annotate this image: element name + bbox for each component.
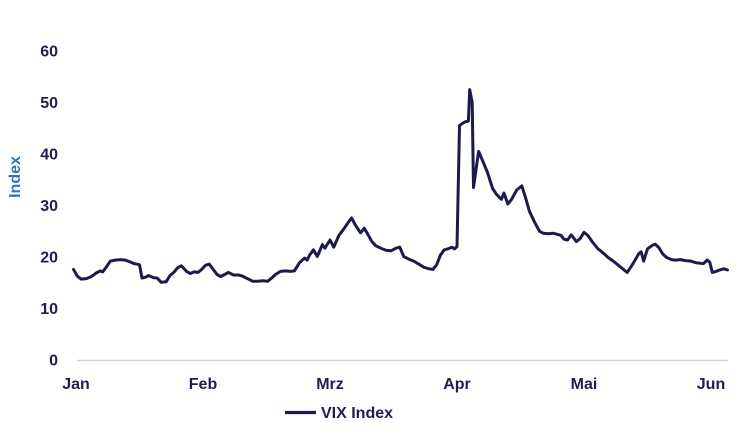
x-tick-label: Mrz <box>316 376 344 393</box>
y-tick-label: 30 <box>40 198 58 215</box>
y-tick-label: 50 <box>40 95 58 112</box>
x-tick-label: Jun <box>697 376 725 393</box>
x-tick-label: Mai <box>571 376 598 393</box>
x-axis-tick-labels: Jan Feb Mrz Apr Mai Jun <box>62 376 725 393</box>
legend-label: VIX Index <box>321 405 393 422</box>
legend: VIX Index <box>285 405 393 422</box>
x-tick-label: Feb <box>189 376 218 393</box>
y-tick-label: 40 <box>40 147 58 164</box>
x-tick-label: Jan <box>62 376 90 393</box>
y-tick-label: 20 <box>40 250 58 267</box>
x-tick-label: Apr <box>443 376 471 393</box>
y-tick-label: 10 <box>40 301 58 318</box>
y-axis-title: Index <box>7 156 24 198</box>
y-axis-tick-labels: 0 10 20 30 40 50 60 <box>40 44 58 370</box>
y-tick-label: 0 <box>49 353 58 370</box>
vix-series-line <box>72 88 729 284</box>
y-tick-label: 60 <box>40 44 58 61</box>
